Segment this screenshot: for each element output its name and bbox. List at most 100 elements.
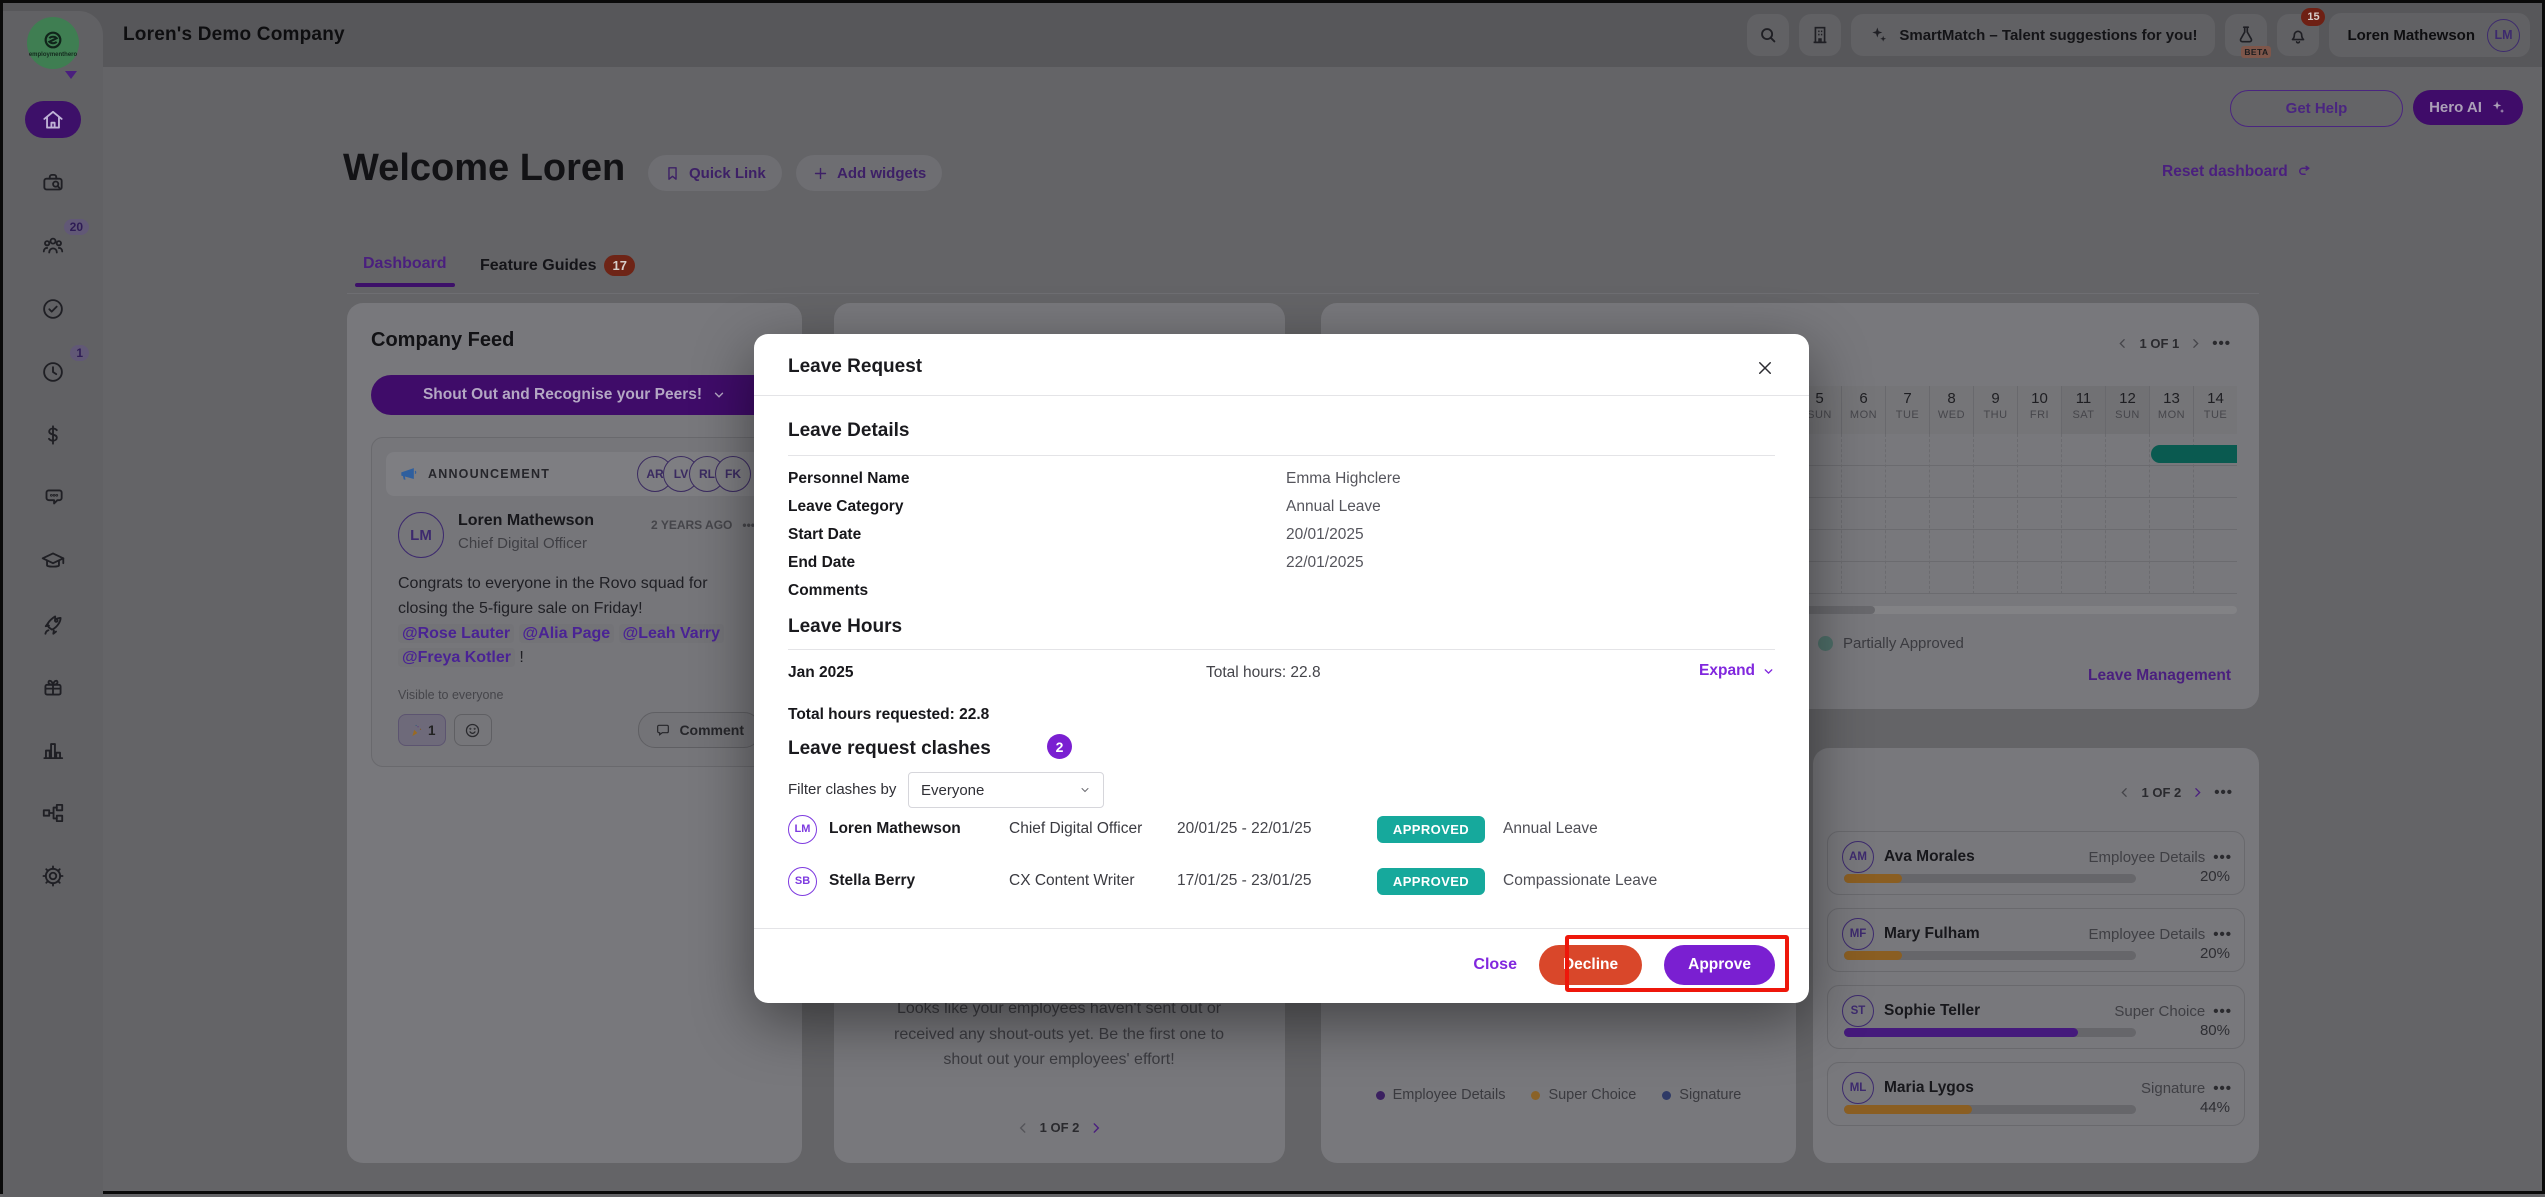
pager-prev-icon[interactable] bbox=[2116, 337, 2129, 350]
chat-icon bbox=[40, 485, 66, 511]
add-widgets-button[interactable]: Add widgets bbox=[796, 155, 943, 191]
sidebar-item-recruitment[interactable] bbox=[25, 164, 81, 201]
sidebar-item-reports[interactable] bbox=[25, 731, 81, 768]
company-feed-title: Company Feed bbox=[371, 329, 515, 351]
post-author-name[interactable]: Loren Mathewson bbox=[458, 512, 595, 529]
pager-next-icon[interactable] bbox=[2189, 337, 2202, 350]
expand-toggle[interactable]: Expand bbox=[1699, 662, 1775, 680]
company-switcher-button[interactable] bbox=[1799, 14, 1842, 56]
row-more-icon[interactable]: ••• bbox=[2213, 1079, 2232, 1097]
status-badge: APPROVED bbox=[1377, 815, 1485, 843]
mention-link[interactable]: @Alia Page bbox=[518, 623, 615, 643]
comment-button[interactable]: Comment bbox=[638, 712, 761, 748]
chevron-down-icon bbox=[1079, 784, 1091, 796]
row-more-icon[interactable]: ••• bbox=[2213, 1002, 2232, 1020]
employee-task-row[interactable]: ML Maria Lygos Signature ••• 44% bbox=[1827, 1062, 2245, 1126]
reaction-chip[interactable]: 1 bbox=[398, 714, 446, 746]
detail-value: Emma Highclere bbox=[1286, 470, 1401, 487]
calendar-scrollbar[interactable] bbox=[1797, 606, 2237, 614]
approve-button[interactable]: Approve bbox=[1664, 945, 1775, 985]
mention-link[interactable]: @Rose Lauter bbox=[398, 623, 515, 643]
labs-button[interactable]: BETA bbox=[2225, 14, 2272, 58]
calendar-day-header: 5 SUN 6 MON 7 TUE 8 WED 9 THU 10 FRI 11 SAT 12 S… bbox=[1797, 386, 2237, 434]
task-label: Signature bbox=[2141, 1079, 2206, 1097]
leave-management-link[interactable]: Leave Management bbox=[2088, 667, 2231, 684]
bar-chart-icon bbox=[40, 737, 66, 763]
close-button[interactable]: Close bbox=[1473, 956, 1517, 973]
add-reaction-button[interactable] bbox=[453, 714, 492, 746]
calendar-scrollbar-thumb[interactable] bbox=[1797, 606, 1875, 614]
tab-feature-guides[interactable]: Feature Guides 17 bbox=[480, 255, 635, 276]
hero-ai-label: Hero AI bbox=[2429, 99, 2482, 116]
bell-icon bbox=[2287, 24, 2309, 46]
home-icon bbox=[40, 107, 66, 133]
tab-dashboard[interactable]: Dashboard bbox=[355, 255, 455, 287]
notifications-button[interactable]: 15 bbox=[2277, 8, 2326, 56]
sidebar-item-time[interactable]: 1 bbox=[25, 345, 89, 390]
smartmatch-button[interactable]: SmartMatch – Talent suggestions for you! bbox=[1851, 14, 2216, 56]
company-name: Loren's Demo Company bbox=[123, 24, 345, 45]
hero-ai-button[interactable]: Hero AI bbox=[2413, 90, 2523, 125]
sidebar-item-learning[interactable] bbox=[25, 542, 81, 579]
search-button[interactable] bbox=[1747, 14, 1790, 56]
reset-dashboard-label: Reset dashboard bbox=[2162, 163, 2288, 180]
employee-task-row[interactable]: AM Ava Morales Employee Details ••• 20% bbox=[1827, 831, 2245, 895]
sidebar-item-compliance[interactable] bbox=[25, 290, 81, 327]
briefcase-search-icon bbox=[40, 170, 66, 196]
sidebar-item-launch[interactable] bbox=[25, 605, 81, 642]
row-more-icon[interactable]: ••• bbox=[2213, 848, 2232, 866]
reset-dashboard-link[interactable]: Reset dashboard bbox=[2162, 163, 2314, 181]
pager-label: 1 OF 2 bbox=[1039, 1120, 1080, 1135]
card-more-icon[interactable]: ••• bbox=[2214, 784, 2233, 801]
logo-wordmark: employmenthero bbox=[28, 51, 78, 58]
mention-link[interactable]: @Freya Kotler bbox=[398, 648, 515, 668]
clash-leave-type: Compassionate Leave bbox=[1503, 872, 1658, 889]
pager-next-icon[interactable] bbox=[2191, 786, 2204, 799]
sidebar-item-payroll[interactable] bbox=[25, 416, 81, 453]
page-title: Welcome Loren bbox=[343, 147, 626, 189]
sidebar-item-people[interactable]: 20 bbox=[25, 219, 89, 264]
check-circle-icon bbox=[40, 296, 66, 322]
task-label: Super Choice bbox=[2114, 1002, 2206, 1020]
employee-name: Mary Fulham bbox=[1884, 925, 1980, 942]
pager-prev-icon[interactable] bbox=[1016, 1121, 1030, 1135]
detail-label: Start Date bbox=[788, 526, 862, 543]
shout-out-button[interactable]: Shout Out and Recognise your Peers! bbox=[371, 375, 778, 415]
row-more-icon[interactable]: ••• bbox=[2213, 925, 2232, 943]
notification-count-badge: 15 bbox=[2301, 8, 2326, 26]
sidebar-item-org-chart[interactable] bbox=[25, 794, 81, 831]
megaphone-icon bbox=[398, 464, 418, 484]
decline-button[interactable]: Decline bbox=[1538, 945, 1643, 985]
legend-dot bbox=[1531, 1090, 1541, 1100]
filter-clashes-select[interactable]: Everyone bbox=[908, 772, 1104, 808]
sidebar-item-settings[interactable] bbox=[25, 857, 81, 894]
time-count-badge: 1 bbox=[70, 345, 89, 361]
user-menu[interactable]: Loren Mathewson LM bbox=[2329, 13, 2530, 57]
pager-prev-icon[interactable] bbox=[2118, 786, 2131, 799]
clash-count-badge: 2 bbox=[1047, 734, 1072, 759]
clash-role: CX Content Writer bbox=[1009, 872, 1135, 889]
employee-task-row[interactable]: MF Mary Fulham Employee Details ••• 20% bbox=[1827, 908, 2245, 972]
employee-task-row[interactable]: ST Sophie Teller Super Choice ••• 80% bbox=[1827, 985, 2245, 1049]
clash-dates: 20/01/25 - 22/01/25 bbox=[1177, 820, 1312, 837]
filter-clashes-label: Filter clashes by bbox=[788, 781, 897, 798]
calendar-day: 8 WED bbox=[1929, 386, 1973, 434]
leave-bar[interactable] bbox=[2151, 445, 2237, 463]
quick-link-button[interactable]: Quick Link bbox=[648, 155, 782, 191]
card-more-icon[interactable]: ••• bbox=[2212, 335, 2231, 352]
get-help-button[interactable]: Get Help bbox=[2230, 90, 2403, 127]
party-icon bbox=[408, 723, 423, 738]
sidebar-item-benefits[interactable] bbox=[25, 668, 81, 705]
calendar-grid[interactable] bbox=[1797, 434, 2237, 594]
pager-next-icon[interactable] bbox=[1089, 1121, 1103, 1135]
clash-role: Chief Digital Officer bbox=[1009, 820, 1143, 837]
close-icon[interactable] bbox=[1751, 354, 1779, 382]
app-logo[interactable]: employmenthero bbox=[27, 17, 79, 69]
progress-percent: 20% bbox=[2199, 868, 2230, 885]
post-more-icon[interactable]: ••• bbox=[742, 518, 755, 532]
calendar-day: 13 MON bbox=[2149, 386, 2193, 434]
logo-caret-icon[interactable] bbox=[65, 71, 77, 79]
sidebar-item-home[interactable] bbox=[25, 101, 81, 138]
sidebar-item-messages[interactable] bbox=[25, 479, 81, 516]
mention-link[interactable]: @Leah Varry bbox=[618, 623, 725, 643]
